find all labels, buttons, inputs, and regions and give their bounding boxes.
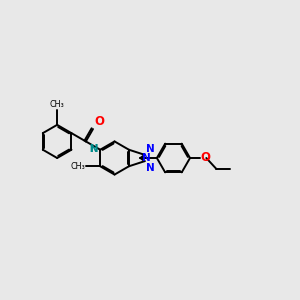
Text: N: N [146,144,154,154]
Text: N: N [86,144,98,154]
Text: N: N [146,164,154,173]
Text: N: N [142,153,151,163]
Text: CH₃: CH₃ [50,100,64,109]
Text: O: O [94,115,104,128]
Text: H: H [91,144,98,154]
Text: CH₃: CH₃ [70,162,85,171]
Text: O: O [201,151,211,164]
